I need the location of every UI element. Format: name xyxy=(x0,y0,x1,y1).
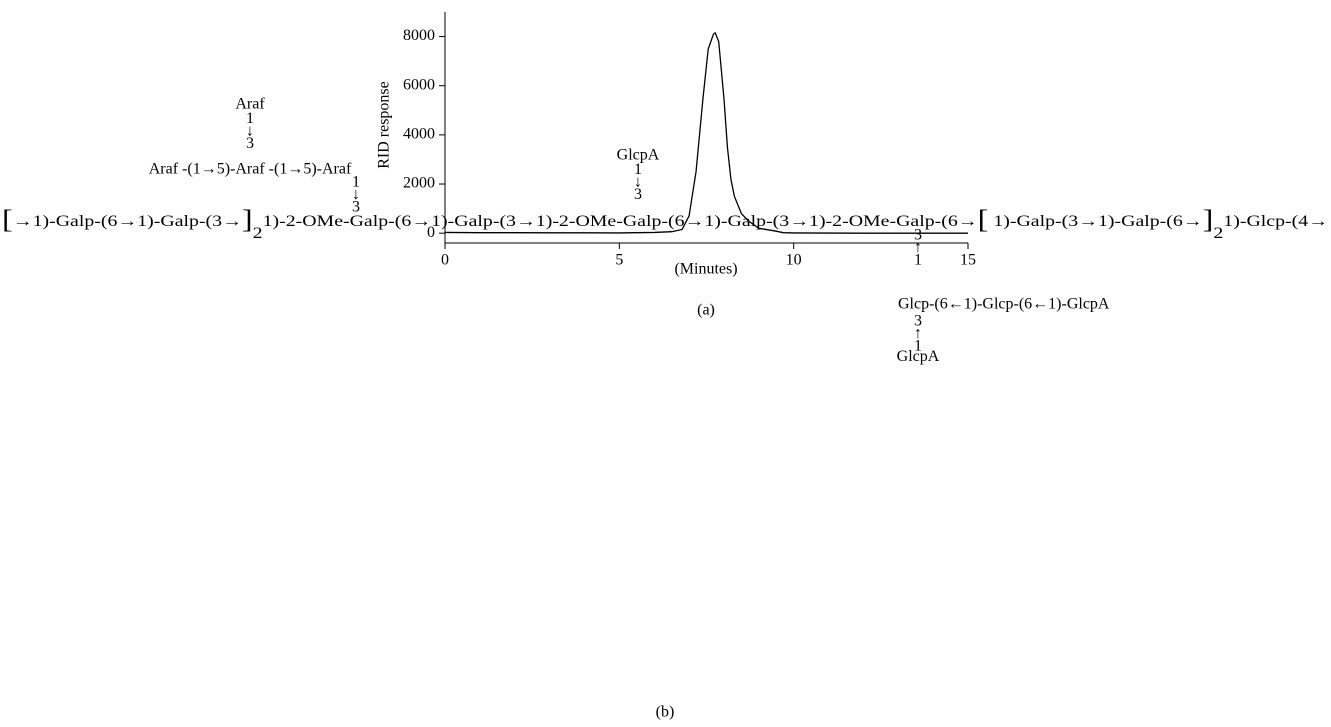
chain-segment: [ xyxy=(2,205,13,234)
branch-label: 1 xyxy=(352,174,360,191)
chain-segment: ] xyxy=(242,205,253,234)
branch-label: GlcpA xyxy=(897,348,940,365)
caption: (a) xyxy=(697,302,715,319)
branch-label: 3 xyxy=(914,313,922,330)
branch-label: ↓ xyxy=(246,123,254,140)
branch-label: ↑ xyxy=(914,325,922,342)
x-tick-label: 0 xyxy=(441,252,449,269)
branch-label: GlcpA xyxy=(617,147,660,164)
branch-label: ↓ xyxy=(352,186,360,203)
caption: (b) xyxy=(656,704,675,721)
chain-segment: ] xyxy=(1203,205,1214,234)
chain-segment: 2 xyxy=(253,225,263,242)
main-chain: [→1)-Galp-(6→1)-Galp-(3→] 21)-2-OMe-Galp-… xyxy=(2,205,1328,242)
branch-label: 3 xyxy=(914,227,922,244)
branch-label: 3 xyxy=(634,186,642,203)
x-tick-label: 15 xyxy=(960,252,976,269)
x-axis-label: (Minutes) xyxy=(674,261,737,278)
branch-label: ↓ xyxy=(634,174,642,191)
y-tick-label: 6000 xyxy=(403,76,435,93)
y-tick-label: 2000 xyxy=(403,175,435,192)
branch-label: 1 xyxy=(634,161,642,178)
branch-label: ↑ xyxy=(914,239,922,256)
line xyxy=(444,31,968,234)
x-tick-label: 5 xyxy=(615,252,623,269)
branch-chain: Glcp-(6←1)-Glcp-(6←1)-GlcpA xyxy=(898,296,1110,313)
branch-label: 1 xyxy=(914,338,922,355)
chain-segment: 1)-Galp-(3→1)-Galp-(6→ xyxy=(988,213,1202,230)
y-tick-label: 0 xyxy=(427,224,435,241)
branch-label: 3 xyxy=(246,135,254,152)
y-tick-label: 4000 xyxy=(403,126,435,143)
branch-label: 1 xyxy=(246,110,254,127)
branch-label: Araf xyxy=(235,96,265,113)
branch-chain: Araf -(1→5)-Araf -(1→5)-Araf xyxy=(149,161,352,178)
chain-segment: 1)-2-OMe-Galp-(6→1)-Galp-(3→1)-2-OMe-Gal… xyxy=(263,213,978,230)
chain-segment: [ xyxy=(978,205,989,234)
y-axis-label: RID response xyxy=(376,81,393,169)
branch-label: 1 xyxy=(914,252,922,269)
y-tick-label: 8000 xyxy=(403,27,435,44)
chain-segment: →1)-Galp-(6→1)-Galp-(3→ xyxy=(13,213,242,230)
chain-segment: 2 xyxy=(1213,225,1223,242)
chain-segment: 1)-Glcp-(4→ xyxy=(1223,213,1328,230)
x-tick-label: 10 xyxy=(786,252,802,269)
branch-label: 3 xyxy=(352,199,360,216)
